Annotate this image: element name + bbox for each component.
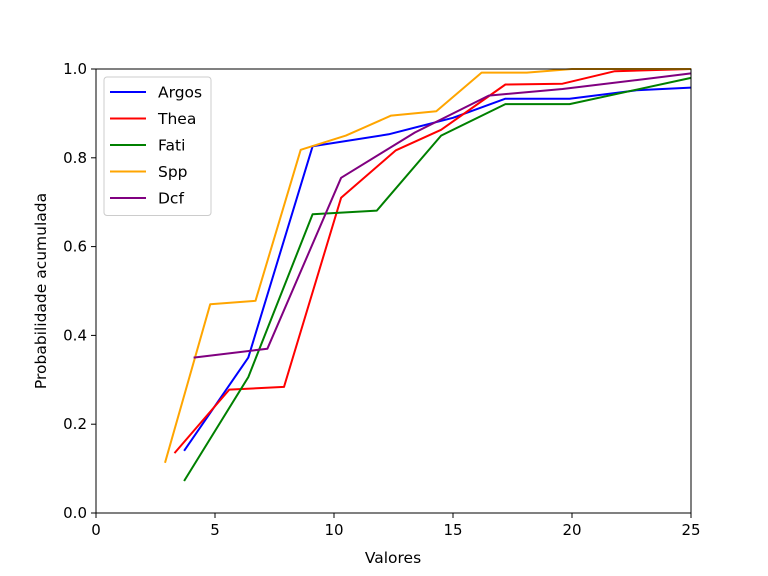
series-line-spp bbox=[164, 68, 691, 464]
y-axis-label: Probabilidade acumulada bbox=[32, 193, 50, 389]
y-tick-label: 1.0 bbox=[63, 60, 87, 78]
series-layer bbox=[164, 68, 692, 482]
legend-box bbox=[103, 76, 212, 216]
y-tick-label: 0.0 bbox=[63, 504, 87, 522]
y-tick-label: 0.8 bbox=[63, 149, 87, 167]
legend-label-fati: Fati bbox=[158, 137, 185, 155]
x-tick-label: 25 bbox=[681, 521, 700, 539]
legend: Argos Thea Fati Spp Dcf bbox=[103, 76, 212, 216]
plot-frame bbox=[95, 68, 692, 514]
legend-label-argos: Argos bbox=[158, 84, 202, 102]
y-tick-label: 0.6 bbox=[63, 238, 87, 256]
legend-label-spp: Spp bbox=[158, 163, 188, 181]
y-axis: 0.0 0.2 0.4 0.6 0.8 1.0 bbox=[63, 60, 96, 522]
series-line-thea bbox=[173, 68, 692, 454]
x-tick-label: 20 bbox=[562, 521, 581, 539]
x-axis: 0 5 10 15 20 25 bbox=[91, 513, 701, 539]
y-tick-label: 0.2 bbox=[63, 415, 87, 433]
series-line-argos bbox=[183, 86, 692, 452]
x-tick-label: 15 bbox=[443, 521, 462, 539]
legend-label-dcf: Dcf bbox=[158, 190, 184, 208]
x-axis-label: Valores bbox=[365, 549, 421, 567]
x-tick-label: 5 bbox=[210, 521, 220, 539]
series-line-dcf bbox=[193, 72, 692, 359]
y-tick-label: 0.4 bbox=[63, 326, 87, 344]
x-tick-label: 10 bbox=[324, 521, 343, 539]
x-tick-label: 0 bbox=[91, 521, 101, 539]
legend-label-thea: Thea bbox=[157, 110, 196, 128]
